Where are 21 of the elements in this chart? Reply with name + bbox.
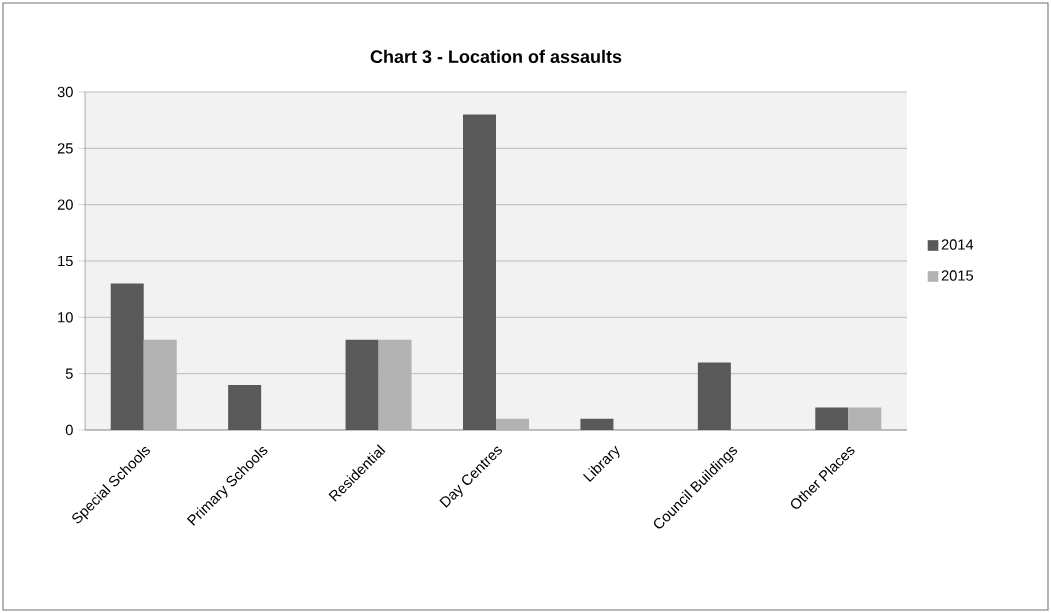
bar [496, 418, 529, 430]
y-tick-label: 5 [65, 368, 73, 379]
bar [143, 339, 177, 430]
y-tick-label: 20 [57, 199, 73, 210]
y-tick-label: 10 [58, 312, 73, 323]
y-tick-label: 25 [57, 143, 73, 154]
y-tick-label: 15 [58, 255, 73, 267]
y-tick-label: 30 [57, 86, 73, 98]
bar [228, 384, 262, 430]
bar [815, 407, 849, 430]
bar [848, 407, 882, 430]
bar [580, 418, 614, 430]
bar [463, 114, 496, 430]
bar [345, 339, 379, 430]
chart-title: Chart 3 - Location of assaults [370, 49, 622, 64]
legend-label: 2015 [941, 270, 974, 281]
y-tick-label: 0 [65, 424, 73, 436]
bar [110, 283, 144, 430]
bar [378, 339, 412, 430]
bar [697, 362, 731, 430]
legend-label: 2014 [941, 239, 974, 250]
